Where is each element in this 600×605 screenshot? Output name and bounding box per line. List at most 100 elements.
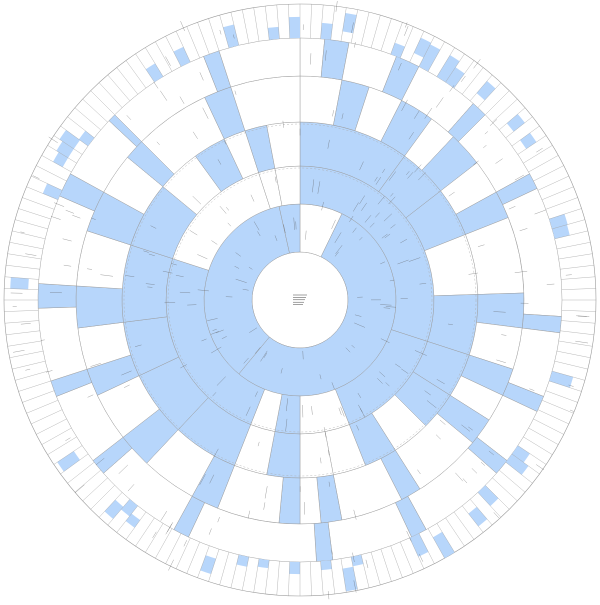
- outer-division-line: [31, 410, 62, 424]
- outer-division-line: [198, 22, 210, 54]
- outer-division-line: [562, 288, 596, 289]
- ring-5-segment[interactable]: [300, 38, 325, 77]
- outer-division-line: [560, 331, 594, 335]
- outer-division-line: [533, 166, 563, 181]
- outer-division-line: [331, 560, 335, 594]
- outer-division-line: [155, 42, 172, 72]
- outer-leaf-segment[interactable]: [321, 23, 333, 40]
- outer-division-line: [254, 8, 259, 42]
- segment-label-mark: [75, 485, 84, 493]
- outer-division-line: [117, 68, 138, 95]
- outer-leaf-segment[interactable]: [343, 13, 357, 33]
- outer-leaf-segment[interactable]: [410, 533, 429, 556]
- outer-division-line: [562, 310, 596, 311]
- outer-leaf-segment[interactable]: [520, 133, 536, 149]
- outer-division-line: [361, 555, 369, 588]
- outer-division-line: [231, 555, 239, 588]
- outer-division-line: [36, 166, 66, 181]
- outer-division-line: [381, 18, 392, 50]
- outer-division-line: [560, 265, 594, 269]
- outer-leaf-segment[interactable]: [477, 81, 496, 100]
- segment-label-mark: [13, 350, 24, 352]
- outer-division-line: [546, 198, 578, 210]
- outer-division-line: [15, 371, 48, 380]
- segment-label-mark: [168, 560, 173, 571]
- segment-label-mark: [576, 316, 587, 317]
- outer-division-line: [538, 410, 569, 424]
- outer-division-line: [361, 12, 369, 45]
- outer-leaf-segment[interactable]: [289, 17, 300, 38]
- outer-leaf-segment[interactable]: [258, 559, 269, 568]
- segment-label-mark: [21, 232, 25, 233]
- outer-leaf-segment[interactable]: [507, 114, 525, 132]
- outer-division-line: [83, 99, 108, 122]
- outer-division-line: [381, 549, 392, 581]
- segment-label-mark: [494, 512, 499, 518]
- outer-division-line: [10, 242, 43, 249]
- outer-leaf-segment[interactable]: [10, 277, 29, 289]
- outer-division-line: [187, 542, 200, 573]
- outer-division-line: [126, 512, 146, 540]
- outer-division-line: [310, 562, 311, 596]
- outer-division-line: [288, 562, 289, 596]
- outer-division-line: [8, 341, 42, 346]
- outer-division-line: [529, 428, 559, 445]
- outer-division-line: [8, 254, 42, 259]
- outer-division-line: [209, 18, 220, 50]
- outer-division-line: [557, 242, 590, 249]
- outer-division-line: [277, 561, 280, 595]
- outer-division-line: [83, 478, 108, 501]
- segment-label-mark: [181, 21, 185, 31]
- outer-division-line: [187, 27, 200, 58]
- outer-division-line: [12, 231, 45, 239]
- outer-leaf-segment[interactable]: [105, 500, 124, 519]
- outer-leaf-segment[interactable]: [126, 514, 140, 528]
- outer-division-line: [166, 533, 181, 563]
- outer-division-line: [36, 419, 66, 434]
- outer-division-line: [22, 391, 54, 403]
- outer-leaf-segment[interactable]: [200, 555, 216, 574]
- outer-division-line: [5, 321, 39, 324]
- outer-division-line: [75, 108, 101, 130]
- outer-leaf-segment[interactable]: [268, 27, 280, 40]
- outer-division-line: [15, 220, 48, 229]
- outer-division-line: [533, 419, 563, 434]
- outer-leaf-segment[interactable]: [433, 532, 455, 558]
- outer-division-line: [542, 400, 573, 413]
- ring-5-segment[interactable]: [38, 284, 76, 309]
- segment-label-mark: [220, 30, 221, 34]
- outer-leaf-segment[interactable]: [57, 451, 80, 471]
- outer-division-line: [27, 400, 58, 413]
- segment-label-mark: [404, 26, 408, 36]
- outer-division-line: [529, 155, 559, 172]
- outer-division-line: [6, 265, 40, 269]
- segment-label-mark: [328, 591, 329, 599]
- segment-label-mark: [65, 438, 70, 441]
- segment-label-mark: [21, 323, 31, 324]
- outer-leaf-segment[interactable]: [468, 507, 487, 527]
- outer-leaf-segment[interactable]: [321, 560, 332, 570]
- ring-4-segment[interactable]: [477, 293, 524, 328]
- segment-label-mark: [366, 560, 368, 568]
- segment-label-mark: [566, 275, 572, 276]
- outer-division-line: [242, 10, 249, 43]
- segment-label-mark: [25, 254, 36, 256]
- outer-division-line: [391, 546, 403, 578]
- outer-division-line: [400, 27, 413, 58]
- outer-division-line: [12, 361, 45, 369]
- outer-division-line: [4, 310, 38, 311]
- outer-division-line: [542, 187, 573, 200]
- outer-division-line: [561, 277, 595, 280]
- outer-division-line: [371, 15, 380, 48]
- segment-label-mark: [153, 532, 157, 538]
- outer-leaf-segment[interactable]: [289, 562, 300, 574]
- outer-division-line: [220, 552, 229, 585]
- outer-division-line: [559, 254, 593, 259]
- outer-division-line: [331, 6, 335, 40]
- outer-division-line: [6, 331, 40, 335]
- ring-4-segment[interactable]: [76, 286, 123, 328]
- outer-division-line: [254, 559, 259, 593]
- outer-division-line: [126, 61, 146, 89]
